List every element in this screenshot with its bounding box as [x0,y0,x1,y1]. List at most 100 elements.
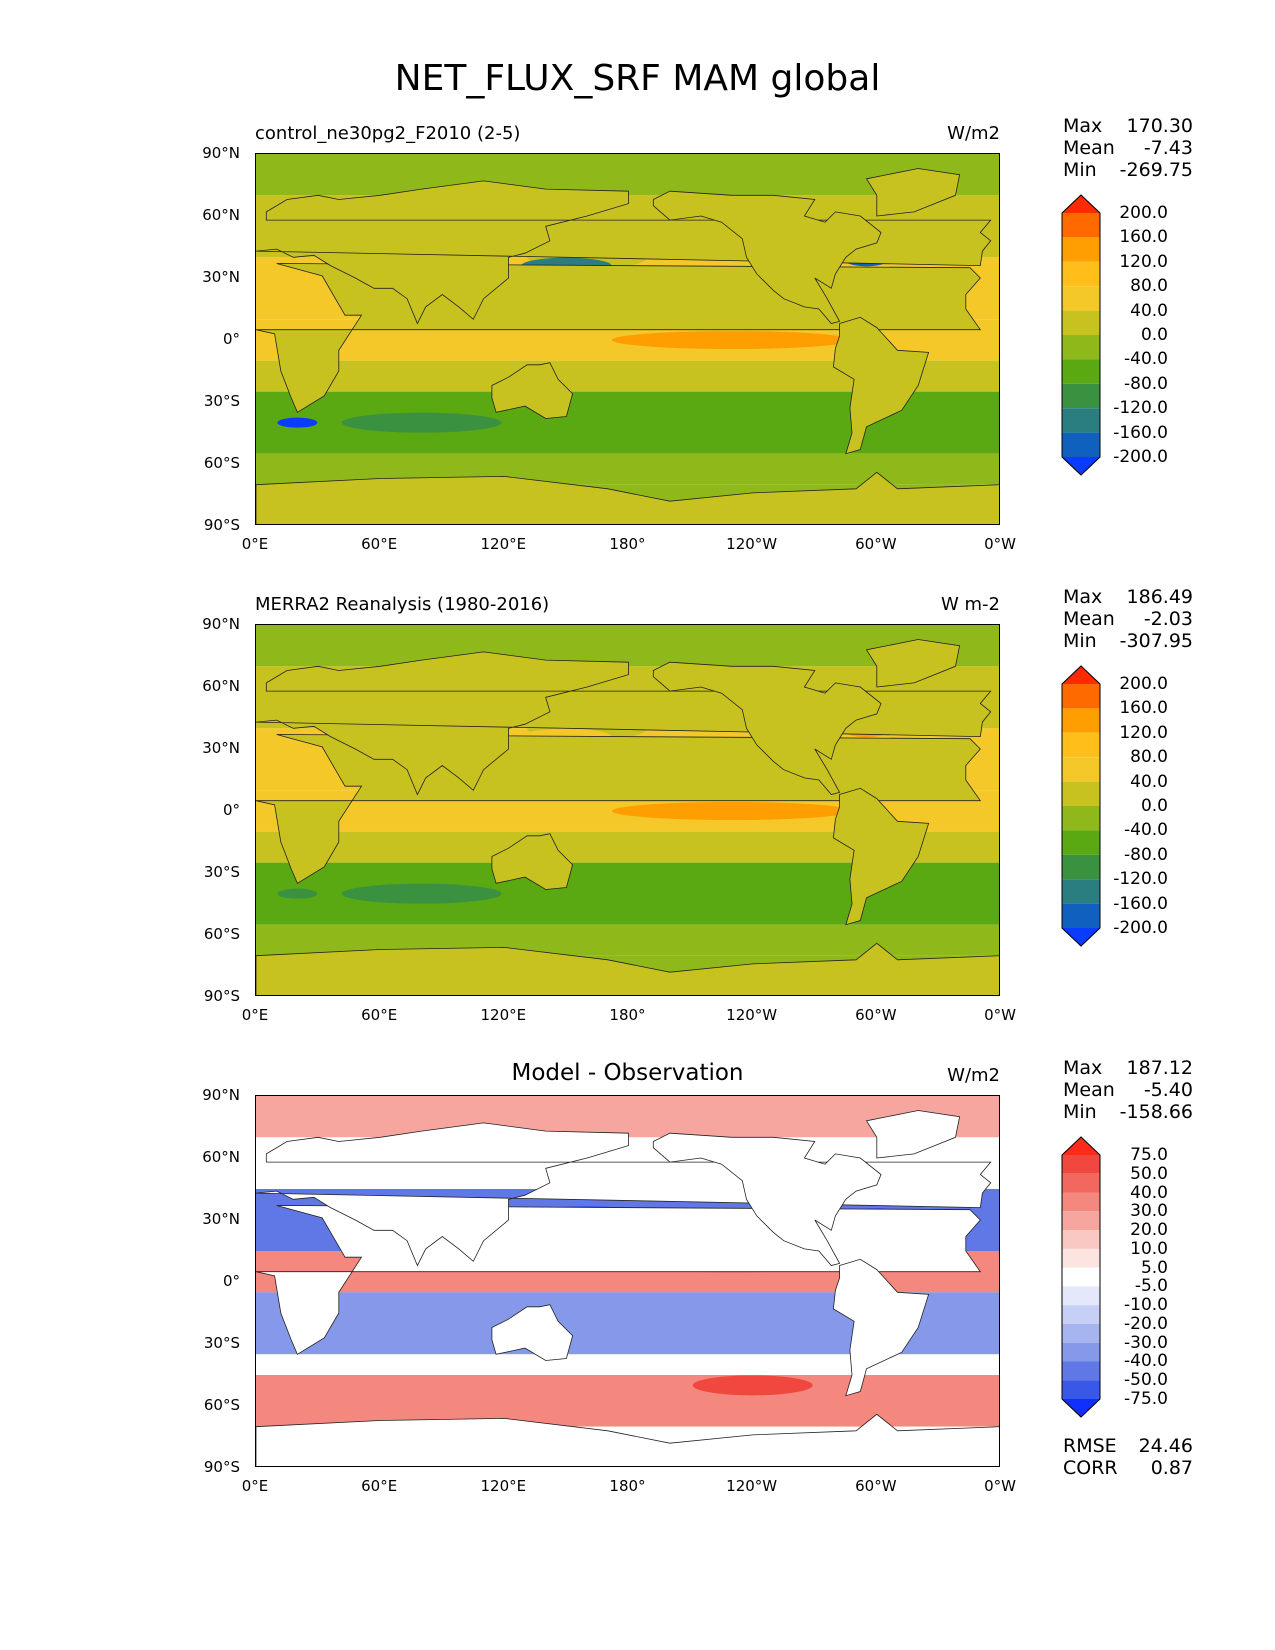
colorbar-label: -40.0 [1124,349,1168,370]
stats-row: Mean -2.03 [1063,608,1193,630]
x-tick-label: 0°W [984,1006,1016,1024]
colorbar-segment [1062,286,1100,311]
stats-label: CORR [1063,1457,1118,1479]
colorbar-label: -30.0 [1124,1332,1168,1353]
colorbar-label: -160.0 [1113,893,1168,914]
y-tick-label: 90°N [202,1086,240,1104]
stats-row: Min -269.75 [1063,159,1193,181]
colorbar-segment [1062,335,1100,360]
coastline-5 [256,471,999,524]
colorbar-label: 120.0 [1119,251,1168,272]
colorbar-segment [1062,684,1100,709]
colorbar-segment [1062,195,1100,213]
stats-row: Max 187.12 [1063,1057,1193,1079]
colorbar-outline [1061,194,1101,476]
colorbar-segment [1062,237,1100,262]
colorbar-label: 0.0 [1140,325,1168,345]
stats-label: Min [1063,159,1097,181]
x-tick-label: 120°E [480,1006,527,1024]
map-canvas [256,1096,999,1466]
stats-label: Mean [1063,1079,1115,1101]
y-tick-label: 60°N [202,206,240,224]
colorbar-label: 80.0 [1130,276,1168,297]
colorbar-segment [1062,781,1100,806]
colorbar-label: 120.0 [1119,722,1168,743]
coastline-6 [865,639,961,688]
colorbar-segment [1062,1211,1100,1231]
x-tick-label: 0°W [984,1477,1016,1495]
colorbar-label: 40.0 [1130,300,1168,321]
x-tick-label: 0°W [984,535,1016,553]
colorbar-label: -200.0 [1113,447,1168,467]
colorbar-segment [1062,879,1100,904]
y-tick-label: 60°S [203,454,240,472]
y-tick-label: 0° [222,801,240,819]
colorbar-label: 160.0 [1119,698,1168,719]
y-tick-label: 30°N [202,1210,240,1228]
diff-feature [692,1375,813,1396]
field-feature [611,802,852,820]
colorbar-label: -120.0 [1113,398,1168,419]
colorbar-segment [1062,213,1100,238]
coastline-4 [832,787,930,926]
map-plot [255,1095,1000,1467]
stats-row: Min -158.66 [1063,1101,1193,1123]
stats-label: Mean [1063,137,1115,159]
stats-label: Max [1063,115,1103,137]
field-feature [341,412,502,433]
colorbar-segment [1062,1305,1100,1324]
x-tick-label: 120°W [726,535,778,553]
colorbar-label: 160.0 [1119,227,1168,248]
coastline-6 [865,168,961,217]
colorbar-label: 200.0 [1119,674,1168,694]
colorbar-label: 75.0 [1130,1145,1168,1165]
colorbar-label: 30.0 [1130,1201,1168,1222]
stats-row: RMSE 24.46 [1063,1435,1193,1457]
coastline-5 [256,942,999,995]
stats-value: -307.95 [1119,630,1193,652]
stats-row: Mean -5.40 [1063,1079,1193,1101]
y-tick-label: 90°S [203,987,240,1005]
colorbar-segment [1062,310,1100,335]
stats-value: 186.49 [1126,586,1193,608]
coastline-2 [491,833,574,890]
x-tick-label: 120°E [480,535,527,553]
diff-band [256,1375,999,1427]
coastline-1 [256,1122,992,1267]
colorbar-segment [1062,261,1100,287]
x-tick-label: 60°W [855,535,897,553]
x-tick-label: 60°E [361,1477,398,1495]
y-tick-label: 90°S [203,1458,240,1476]
panel-title: MERRA2 Reanalysis (1980-2016) [255,594,550,615]
stats-label: RMSE [1063,1435,1117,1457]
coastline-3 [652,661,882,795]
map-canvas [256,154,999,524]
y-tick-label: 30°N [202,739,240,757]
colorbar-label: 200.0 [1119,203,1168,223]
stats-value: -7.43 [1143,137,1193,159]
rmse-corr-stats: RMSE 24.46 CORR 0.87 [1063,1435,1193,1479]
colorbar-label: 40.0 [1130,771,1168,792]
colorbar-segment [1062,359,1100,384]
stats-value: 24.46 [1138,1435,1193,1457]
coastline-4 [832,316,930,455]
field-feature [611,331,852,349]
stats-value: 170.30 [1126,115,1193,137]
x-tick-label: 0°E [241,535,269,553]
panel-stats: Max 187.12 Mean -5.40 Min -158.66 [1063,1057,1193,1123]
x-tick-label: 60°E [361,1006,398,1024]
y-tick-label: 60°S [203,925,240,943]
x-tick-label: 60°W [855,1477,897,1495]
colorbar-segment [1062,1155,1100,1174]
colorbar-segment [1062,457,1100,475]
colorbar [1061,1136,1101,1418]
y-tick-label: 60°S [203,1396,240,1414]
x-tick-label: 120°W [726,1477,778,1495]
y-tick-label: 30°S [203,863,240,881]
y-tick-label: 30°S [203,1334,240,1352]
panel-title: control_ne30pg2_F2010 (2-5) [255,123,521,144]
stats-value: -5.40 [1143,1079,1193,1101]
colorbar-label: -50.0 [1124,1370,1168,1391]
colorbar-label: 50.0 [1130,1163,1168,1184]
stats-row: Max 186.49 [1063,586,1193,608]
